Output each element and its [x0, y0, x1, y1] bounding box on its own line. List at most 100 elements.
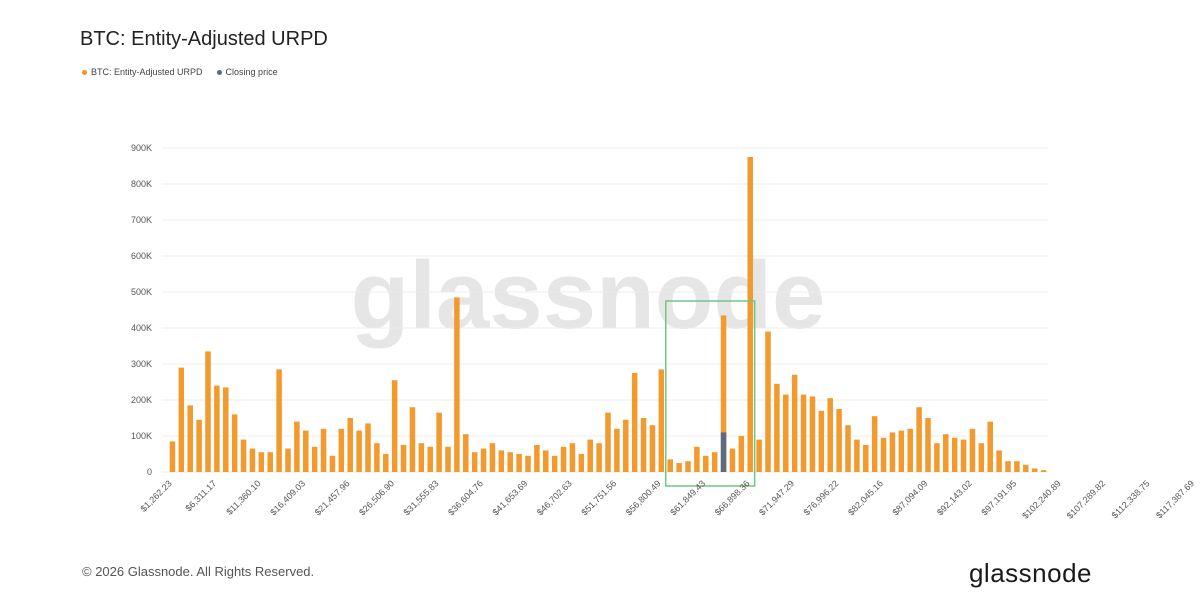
urpd-bar[interactable] — [898, 430, 905, 472]
legend-item-closing-price[interactable]: Closing price — [216, 67, 278, 77]
urpd-bar[interactable] — [871, 416, 878, 472]
urpd-bar[interactable] — [667, 459, 673, 472]
urpd-bar[interactable] — [676, 463, 682, 472]
urpd-bar[interactable] — [960, 439, 967, 472]
urpd-bar[interactable] — [196, 419, 202, 472]
urpd-bar[interactable] — [969, 428, 976, 472]
urpd-bar[interactable] — [587, 439, 593, 472]
urpd-bar[interactable] — [827, 398, 833, 472]
urpd-bar[interactable] — [880, 437, 887, 472]
urpd-bar[interactable] — [223, 387, 229, 472]
urpd-bar[interactable] — [267, 452, 273, 472]
urpd-bar[interactable] — [623, 419, 629, 472]
urpd-bar[interactable] — [400, 445, 407, 472]
closing-price-bar[interactable] — [720, 432, 727, 472]
urpd-bar[interactable] — [925, 418, 931, 472]
urpd-bar[interactable] — [231, 414, 238, 472]
urpd-bar[interactable] — [507, 452, 513, 472]
urpd-bar[interactable] — [374, 443, 380, 472]
urpd-bar[interactable] — [863, 445, 869, 472]
urpd-bar[interactable] — [276, 369, 282, 472]
urpd-bar[interactable] — [1040, 470, 1047, 472]
urpd-bar[interactable] — [996, 450, 1002, 472]
urpd-bar[interactable] — [774, 383, 780, 472]
urpd-bar[interactable] — [845, 425, 851, 472]
urpd-bar[interactable] — [445, 446, 451, 472]
urpd-bar[interactable] — [809, 396, 816, 472]
urpd-bar[interactable] — [649, 425, 656, 472]
urpd-bar[interactable] — [934, 443, 940, 472]
urpd-bar[interactable] — [409, 407, 416, 472]
urpd-bar[interactable] — [454, 297, 460, 472]
urpd-bar[interactable] — [294, 421, 300, 472]
urpd-bar[interactable] — [694, 446, 700, 472]
urpd-bar[interactable] — [427, 446, 433, 472]
urpd-bar[interactable] — [471, 452, 478, 472]
urpd-bar[interactable] — [596, 443, 602, 472]
urpd-bar[interactable] — [525, 455, 531, 472]
urpd-bar[interactable] — [480, 448, 487, 472]
urpd-bar[interactable] — [907, 428, 913, 472]
urpd-bar[interactable] — [258, 452, 265, 472]
urpd-bar[interactable] — [436, 412, 442, 472]
urpd-bar[interactable] — [365, 423, 371, 472]
urpd-bar[interactable] — [738, 436, 745, 472]
urpd-bar[interactable] — [249, 448, 256, 472]
urpd-bar[interactable] — [685, 461, 691, 472]
urpd-bar[interactable] — [747, 157, 753, 472]
urpd-bar[interactable] — [1005, 461, 1011, 472]
urpd-bar[interactable] — [187, 405, 193, 472]
urpd-bar[interactable] — [338, 428, 345, 472]
urpd-bar[interactable] — [605, 412, 611, 472]
urpd-bar[interactable] — [214, 385, 220, 472]
urpd-bar[interactable] — [285, 448, 291, 472]
urpd-bar[interactable] — [391, 380, 398, 472]
urpd-bar[interactable] — [703, 455, 709, 472]
urpd-bar[interactable] — [765, 331, 771, 472]
urpd-bar[interactable] — [240, 439, 247, 472]
urpd-bar[interactable] — [543, 450, 549, 472]
urpd-bar[interactable] — [578, 454, 585, 472]
urpd-bar[interactable] — [1031, 468, 1038, 472]
urpd-bar[interactable] — [1023, 464, 1029, 472]
urpd-bar[interactable] — [640, 418, 647, 472]
urpd-bar[interactable] — [383, 454, 389, 472]
legend-item-urpd[interactable]: BTC: Entity-Adjusted URPD — [82, 67, 203, 77]
urpd-bar[interactable] — [534, 445, 540, 472]
urpd-bar[interactable] — [489, 443, 496, 472]
urpd-bar[interactable] — [889, 432, 896, 472]
urpd-bar[interactable] — [916, 407, 922, 472]
urpd-bar[interactable] — [329, 455, 336, 472]
urpd-bar[interactable] — [169, 441, 176, 472]
urpd-bar[interactable] — [943, 434, 949, 472]
urpd-bar[interactable] — [836, 409, 842, 472]
urpd-bar[interactable] — [205, 351, 211, 472]
urpd-bar[interactable] — [356, 430, 362, 472]
urpd-bar[interactable] — [729, 448, 736, 472]
urpd-bar[interactable] — [303, 430, 309, 472]
urpd-bar[interactable] — [1014, 461, 1020, 472]
urpd-bar[interactable] — [711, 452, 718, 472]
urpd-bar[interactable] — [818, 410, 825, 472]
urpd-bar[interactable] — [311, 446, 318, 472]
urpd-bar[interactable] — [658, 369, 665, 472]
urpd-bar[interactable] — [320, 428, 327, 472]
urpd-bar[interactable] — [783, 394, 789, 472]
urpd-bar[interactable] — [347, 418, 353, 472]
urpd-bar[interactable] — [791, 374, 798, 472]
urpd-bar[interactable] — [756, 439, 762, 472]
urpd-bar[interactable] — [978, 443, 985, 472]
urpd-bar[interactable] — [516, 454, 522, 472]
urpd-bar[interactable] — [418, 443, 425, 472]
urpd-bar[interactable] — [854, 439, 860, 472]
urpd-bar[interactable] — [463, 434, 469, 472]
urpd-bar[interactable] — [631, 373, 638, 472]
urpd-bar[interactable] — [800, 394, 807, 472]
urpd-bar[interactable] — [178, 367, 185, 472]
urpd-bar[interactable] — [720, 315, 727, 472]
urpd-bar[interactable] — [614, 428, 620, 472]
urpd-bar[interactable] — [551, 455, 558, 472]
urpd-bar[interactable] — [560, 446, 567, 472]
urpd-bar[interactable] — [987, 421, 993, 472]
urpd-bar[interactable] — [951, 437, 958, 472]
